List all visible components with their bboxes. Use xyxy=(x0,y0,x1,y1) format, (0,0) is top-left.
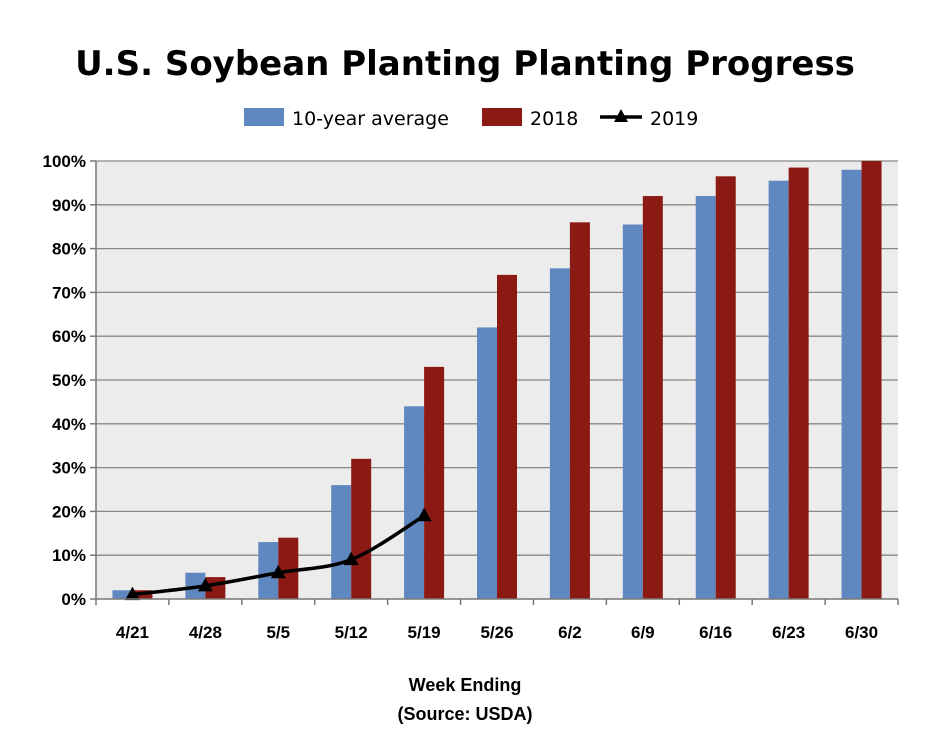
bar-2018-5-12 xyxy=(351,458,372,599)
point-2019-4-21 xyxy=(124,586,140,601)
bar-2018-6-30 xyxy=(861,161,882,599)
bar-10yr-6-23 xyxy=(768,180,789,599)
bar-10yr-5-5 xyxy=(258,542,279,599)
bar-10yr-5-12 xyxy=(331,485,352,599)
legend-label-10yr: 10-year average xyxy=(292,108,449,130)
bar-2018-5-5 xyxy=(278,537,299,599)
axes xyxy=(90,160,899,605)
x-tick-label: 6/30 xyxy=(845,623,878,642)
bar-2018-6-2 xyxy=(569,222,590,599)
y-tick-label: 20% xyxy=(52,502,86,521)
x-tick-label: 6/16 xyxy=(699,623,732,642)
y-tick-label: 60% xyxy=(52,327,86,346)
point-2019-5-5 xyxy=(270,564,286,579)
x-tick-label: 5/26 xyxy=(480,623,513,642)
bar-10yr-4-21 xyxy=(112,590,133,599)
x-tick-label: 6/9 xyxy=(631,623,655,642)
y-tick-label: 90% xyxy=(52,196,86,215)
y-tick-labels: 0% 10% 20% 30% 40% 50% 60% 70% 80% 90% 100% xyxy=(43,152,86,609)
x-axis-label: Week Ending xyxy=(409,675,522,695)
legend-label-2019: 2019 xyxy=(650,108,698,130)
bar-2018-6-23 xyxy=(788,167,809,599)
y-tick-label: 40% xyxy=(52,415,86,434)
point-2019-5-19 xyxy=(416,507,432,522)
x-tick-label: 5/12 xyxy=(335,623,368,642)
x-tick-label: 6/2 xyxy=(558,623,582,642)
y-tick-label: 100% xyxy=(43,152,86,171)
legend-label-2018: 2018 xyxy=(530,108,578,130)
legend-swatch-10yr xyxy=(244,108,284,126)
x-tick-label: 4/21 xyxy=(116,623,149,642)
bars xyxy=(112,161,882,600)
chart-title: U.S. Soybean Planting Planting Progress xyxy=(75,44,855,84)
point-2019-4-28 xyxy=(197,577,213,592)
point-2019-5-12 xyxy=(343,551,359,566)
y-tick-label: 80% xyxy=(52,240,86,259)
y-tick-label: 70% xyxy=(52,283,86,302)
legend-marker-2019 xyxy=(614,109,628,122)
y-tick-label: 50% xyxy=(52,371,86,390)
bar-10yr-6-16 xyxy=(695,196,716,600)
bar-10yr-5-19 xyxy=(404,406,425,599)
bar-10yr-6-9 xyxy=(622,224,643,599)
x-tick-label: 4/28 xyxy=(189,623,222,642)
source-note: (Source: USDA) xyxy=(397,704,532,724)
bar-10yr-5-26 xyxy=(477,327,497,599)
y-tick-label: 0% xyxy=(61,590,86,609)
bar-2018-6-16 xyxy=(715,176,736,599)
x-tick-label: 5/5 xyxy=(266,623,290,642)
bar-2018-5-19 xyxy=(424,366,445,599)
y-tick-label: 10% xyxy=(52,546,86,565)
legend-swatch-2018 xyxy=(482,108,522,126)
bar-10yr-6-2 xyxy=(549,268,570,599)
legend: 10-year average 2018 2019 xyxy=(244,108,698,130)
bar-10yr-6-30 xyxy=(841,169,862,599)
x-tick-label: 6/23 xyxy=(772,623,805,642)
x-tick-labels: 4/21 4/28 5/5 5/12 5/19 5/26 6/2 6/9 6/16 6/23 6/3… xyxy=(116,623,878,642)
y-tick-label: 30% xyxy=(52,459,86,478)
bar-2018-5-26 xyxy=(497,274,517,599)
bar-2018-6-9 xyxy=(642,196,663,600)
x-tick-label: 5/19 xyxy=(408,623,441,642)
line-series xyxy=(124,507,432,601)
